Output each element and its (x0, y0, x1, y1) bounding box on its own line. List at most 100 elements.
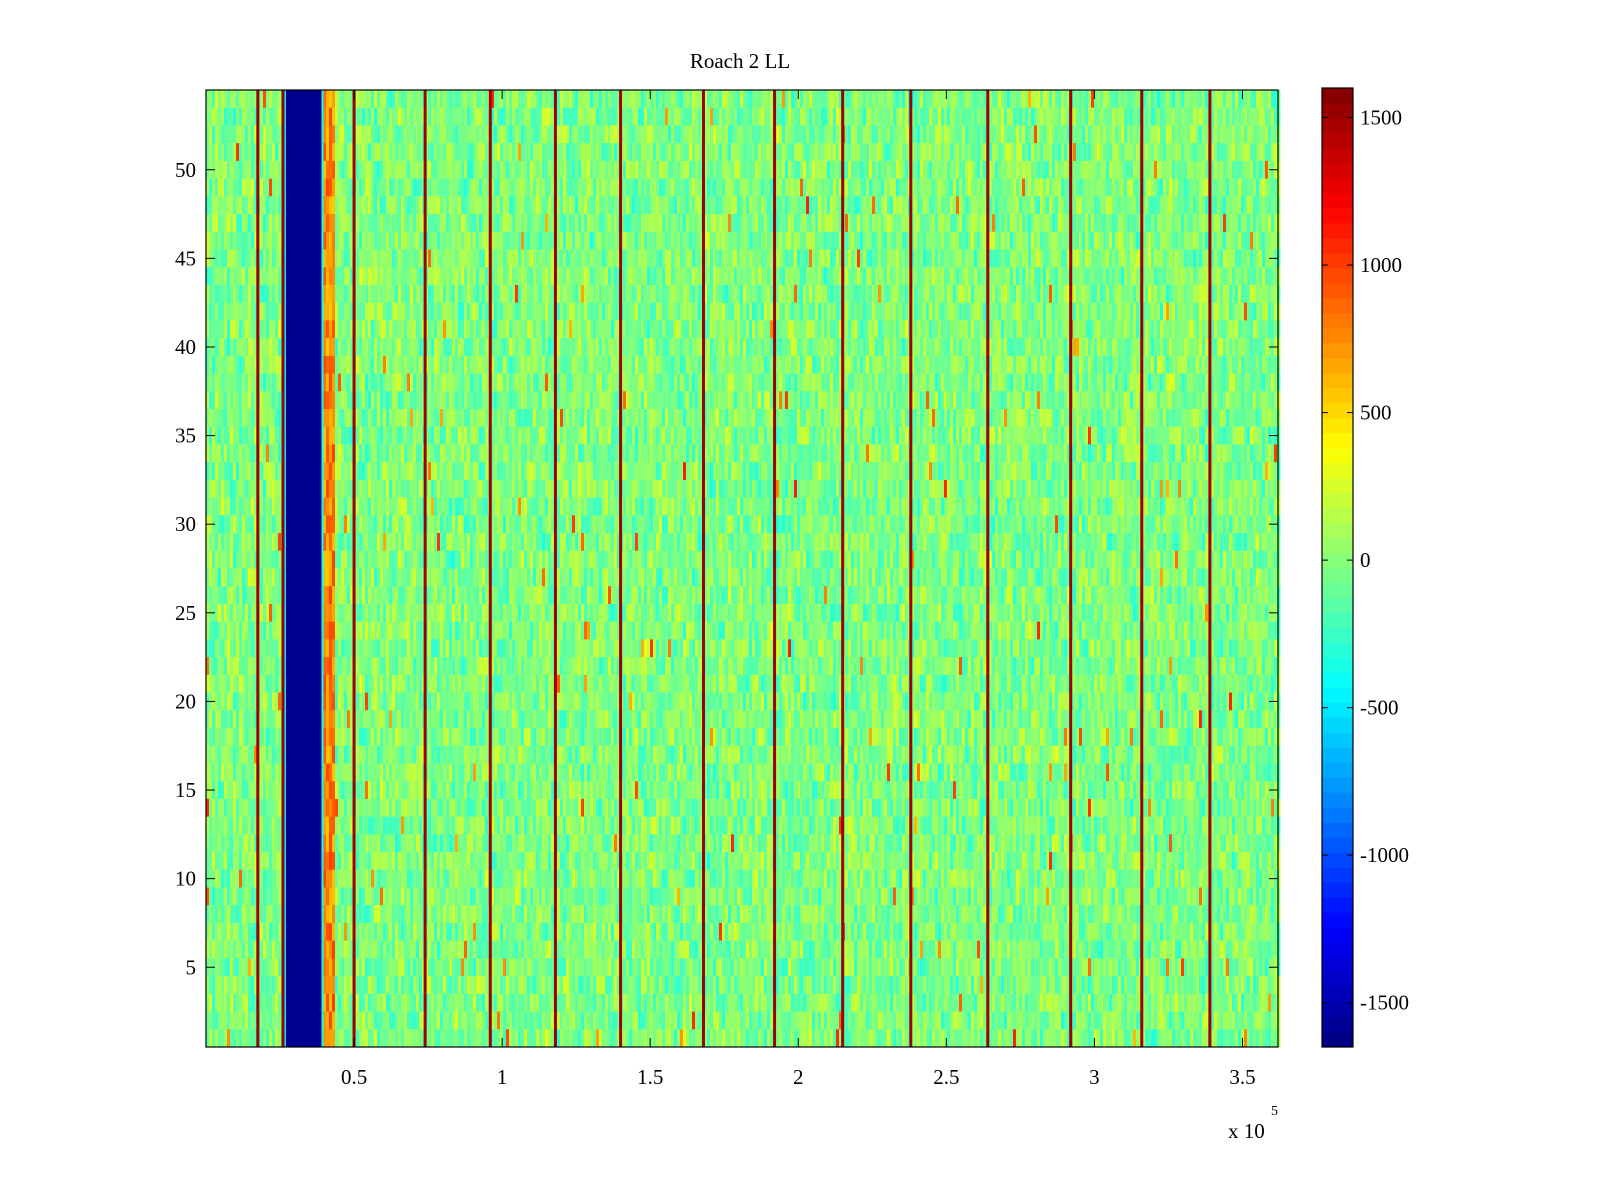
heatmap-cell (746, 231, 750, 250)
heatmap-cell (896, 302, 900, 321)
heatmap-cell (524, 249, 528, 268)
heatmap-cell (1004, 249, 1008, 268)
heatmap-cell (623, 302, 627, 321)
heatmap-cell (1178, 196, 1182, 215)
heatmap-cell (1241, 320, 1245, 339)
heatmap-cell (473, 267, 477, 286)
heatmap-cell (830, 90, 834, 109)
heatmap-cell (605, 267, 609, 286)
heatmap-cell (704, 214, 708, 233)
heatmap-cell (539, 267, 543, 286)
heatmap-cell (449, 125, 453, 144)
heatmap-cell (836, 231, 840, 250)
heatmap-cell (251, 160, 255, 180)
heatmap-cell (605, 338, 609, 357)
heatmap-cell (644, 143, 648, 162)
heatmap-cell (695, 90, 699, 109)
heatmap-cell (1253, 178, 1257, 197)
heatmap-cell (521, 338, 525, 357)
heatmap-cell (782, 90, 786, 109)
heatmap-cell (947, 284, 951, 304)
heatmap-cell (722, 178, 726, 197)
heatmap-cell (890, 267, 894, 286)
heatmap-cell (1241, 196, 1245, 215)
heatmap-cell (506, 107, 510, 126)
heatmap-cell (1064, 178, 1068, 197)
heatmap-cell (206, 231, 210, 250)
heatmap-cell (1184, 107, 1188, 126)
heatmap-cell (1022, 214, 1026, 233)
heatmap-cell (713, 231, 717, 250)
heatmap-cell (917, 302, 921, 321)
heatmap-cell (434, 107, 438, 126)
heatmap-cell (338, 90, 342, 109)
heatmap-cell (614, 90, 618, 109)
heatmap-cell (677, 196, 681, 215)
heatmap-cell (686, 196, 690, 215)
heatmap-cell (737, 302, 741, 321)
heatmap-cell (1037, 320, 1041, 339)
heatmap-cell (362, 160, 366, 180)
heatmap-cell (869, 249, 873, 268)
heatmap-cell (1088, 249, 1092, 268)
heatmap-cell (1031, 196, 1035, 215)
heatmap-cell (863, 160, 867, 180)
heatmap-cell (755, 249, 759, 268)
heatmap-cell (689, 302, 693, 321)
heatmap-cell (500, 90, 504, 109)
heatmap-cell (1193, 196, 1197, 215)
heatmap-cell (1271, 214, 1275, 233)
heatmap-cell (254, 284, 258, 304)
heatmap-cell (695, 125, 699, 144)
heatmap-cell (215, 320, 219, 339)
heatmap-cell (1172, 267, 1176, 286)
heatmap-cell (536, 249, 540, 268)
heatmap-cell (1244, 178, 1248, 197)
heatmap-cell (461, 302, 465, 321)
heatmap-cell (533, 320, 537, 339)
heatmap-cell (593, 107, 597, 126)
heatmap-cell (395, 302, 399, 321)
heatmap-cell (461, 338, 465, 357)
heatmap-cell (845, 160, 849, 180)
heatmap-cell (782, 249, 786, 268)
heatmap-cell (362, 125, 366, 144)
heatmap-cell (440, 231, 444, 250)
heatmap-cell (509, 231, 513, 250)
heatmap-cell (434, 125, 438, 144)
heatmap-cell (815, 267, 819, 286)
heatmap-cell (584, 267, 588, 286)
heatmap-cell (533, 107, 537, 126)
heatmap-cell (1064, 231, 1068, 250)
heatmap-cell (800, 90, 804, 109)
heatmap-cell (1007, 178, 1011, 197)
heatmap-cell (224, 302, 228, 321)
heatmap-cell (857, 90, 861, 109)
heatmap-cell (893, 214, 897, 233)
heatmap-cell (242, 284, 246, 304)
heatmap-cell (1163, 320, 1167, 339)
heatmap-cell (659, 214, 663, 233)
heatmap-cell (533, 284, 537, 304)
heatmap-cell (470, 249, 474, 268)
heatmap-cell (425, 90, 429, 109)
heatmap-cell (569, 267, 573, 286)
heatmap-cell (680, 249, 684, 268)
heatmap-cell (1025, 107, 1029, 126)
heatmap-cell (236, 196, 240, 215)
heatmap-cell (1160, 214, 1164, 233)
heatmap-cell (1055, 214, 1059, 233)
heatmap-cell (1199, 143, 1203, 162)
heatmap-cell (530, 231, 534, 250)
heatmap-cell (1118, 249, 1122, 268)
heatmap-cell (1241, 249, 1245, 268)
heatmap-cell (725, 231, 729, 250)
heatmap-cell (356, 107, 360, 126)
heatmap-cell (1244, 231, 1248, 250)
heatmap-cell (629, 125, 633, 144)
heatmap-cell (1172, 284, 1176, 304)
heatmap-cell (467, 125, 471, 144)
heatmap-cell (1037, 178, 1041, 197)
heatmap-cell (1031, 249, 1035, 268)
heatmap-cell (611, 143, 615, 162)
